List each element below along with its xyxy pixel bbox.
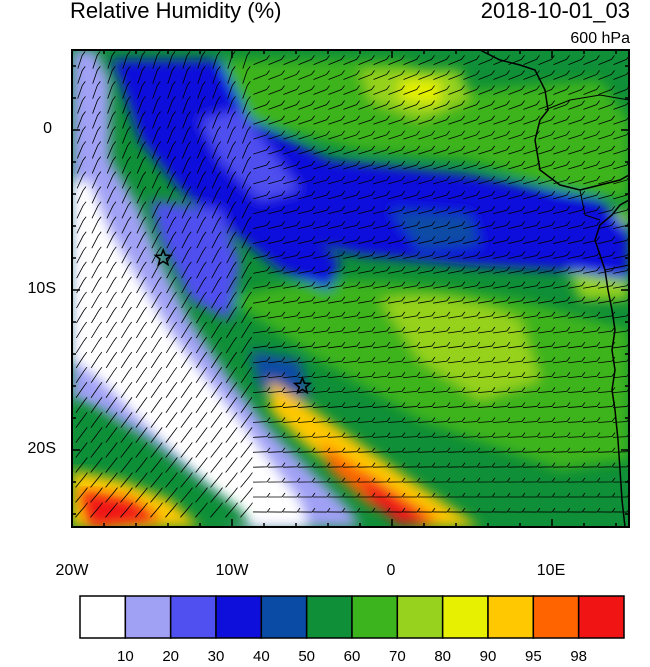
map-title: Relative Humidity (%) <box>70 0 282 23</box>
markers <box>153 247 313 395</box>
colorbar-label-2: 30 <box>207 648 225 665</box>
star-marker-south <box>292 375 313 395</box>
colorbar-label-1: 20 <box>162 648 179 665</box>
lat-label-10s: 10S <box>27 280 56 297</box>
lon-label-10w: 10W <box>215 562 249 579</box>
colorbar-box-2 <box>169 595 217 639</box>
colorbar-label-3: 40 <box>252 648 270 665</box>
colorbar-box-5 <box>305 595 353 639</box>
colorbar-label-6: 70 <box>388 648 406 665</box>
country-borders <box>544 94 629 271</box>
lon-label-10e: 10E <box>536 562 566 579</box>
lat-label-20s: 20S <box>27 440 56 457</box>
map-timestamp: 2018-10-01_03 <box>480 0 630 23</box>
colorbar-label-5: 60 <box>343 648 361 665</box>
colorbar-label-10: 98 <box>570 648 587 665</box>
colorbar-label-9: 95 <box>524 648 542 665</box>
colorbar-box-9 <box>487 595 535 639</box>
lat-label-0: 0 <box>43 120 52 137</box>
coastline <box>594 199 629 527</box>
colorbar-box-6 <box>351 595 399 639</box>
star-marker-west <box>153 247 173 267</box>
colorbar-box-3 <box>215 595 263 639</box>
colorbar-box-0 <box>79 595 127 639</box>
colorbar-label-8: 90 <box>479 648 497 665</box>
coastline-gulf <box>479 50 629 191</box>
colorbar-box-7 <box>396 595 444 639</box>
map-frame <box>71 49 630 528</box>
colorbar-box-4 <box>260 595 308 639</box>
lon-label-20w: 20W <box>55 562 89 579</box>
colorbar-label-0: 10 <box>116 648 134 665</box>
pressure-level: 600 hPa <box>570 30 630 47</box>
colorbar-label-7: 80 <box>434 648 451 665</box>
colorbar <box>79 595 625 639</box>
colorbar-box-11 <box>577 595 625 639</box>
lon-label-0: 0 <box>386 562 396 579</box>
wind-barbs <box>75 51 629 518</box>
colorbar-box-10 <box>532 595 580 639</box>
colorbar-box-8 <box>441 595 489 639</box>
colorbar-label-4: 50 <box>298 648 315 665</box>
axis-ticks <box>71 50 629 527</box>
humidity-field <box>72 50 629 527</box>
colorbar-box-1 <box>124 595 172 639</box>
